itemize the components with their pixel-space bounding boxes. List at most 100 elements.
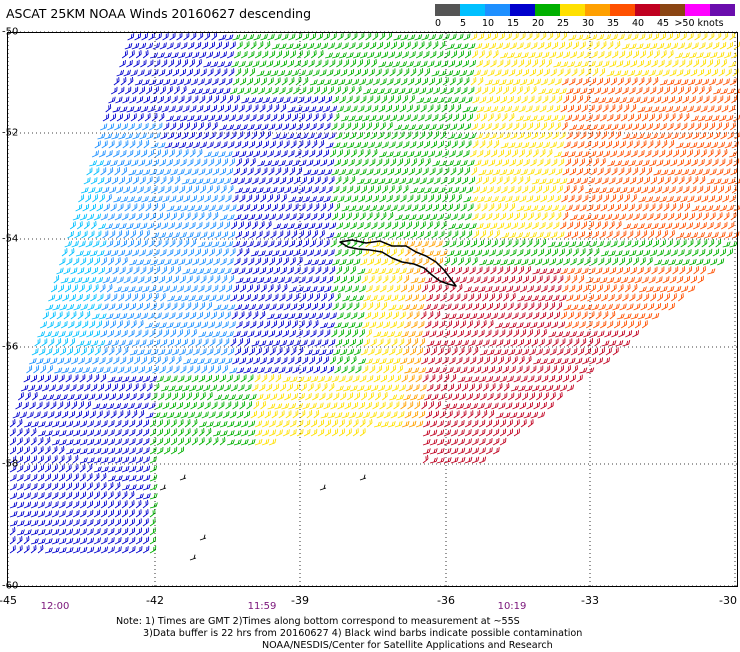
wind-barb <box>86 330 94 338</box>
wind-barb <box>648 113 655 122</box>
wind-barb <box>26 411 34 419</box>
wind-barb <box>722 241 731 248</box>
wind-barb <box>730 168 738 176</box>
wind-barb <box>107 429 115 437</box>
wind-barb <box>228 321 236 329</box>
wind-barb <box>223 384 231 392</box>
wind-barb <box>600 87 609 95</box>
wind-barb <box>491 239 498 248</box>
wind-barb <box>240 167 247 176</box>
wind-barb <box>474 86 482 95</box>
wind-barb <box>575 34 584 41</box>
wind-barb <box>22 401 29 410</box>
wind-barb <box>554 241 563 248</box>
wind-barb <box>152 86 159 95</box>
wind-barb <box>98 223 107 230</box>
wind-barb <box>289 257 296 266</box>
wind-barb <box>412 338 419 347</box>
wind-barb <box>403 114 411 122</box>
wind-barb <box>704 68 711 77</box>
wind-barb <box>562 168 570 176</box>
wind-barb <box>447 340 456 347</box>
wind-barb <box>528 348 537 356</box>
wind-barb <box>618 330 626 338</box>
wind-barb <box>275 257 282 266</box>
wind-barb <box>530 248 538 257</box>
wind-barb <box>517 222 525 230</box>
wind-barb <box>533 122 540 131</box>
wind-barb <box>509 412 518 419</box>
wind-barb <box>299 366 307 374</box>
wind-barb <box>635 249 644 257</box>
wind-barb <box>216 338 223 347</box>
wind-barb <box>44 492 52 500</box>
wind-barb <box>582 34 591 41</box>
wind-barb <box>421 194 428 203</box>
wind-barb <box>545 131 552 140</box>
wind-barb <box>728 105 736 113</box>
wind-barb <box>159 484 167 491</box>
wind-barb <box>392 151 401 158</box>
wind-barb <box>142 447 150 455</box>
wind-barb <box>100 330 108 338</box>
wind-barb <box>446 160 454 167</box>
wind-barb <box>504 266 511 275</box>
wind-barb <box>494 322 503 329</box>
wind-barb <box>220 185 227 194</box>
wind-barb <box>165 69 173 77</box>
wind-barb <box>168 105 176 113</box>
wind-barb <box>594 131 601 140</box>
wind-barb <box>286 293 293 302</box>
wind-barb <box>378 311 385 320</box>
wind-barb <box>86 213 95 221</box>
wind-barb <box>559 88 567 95</box>
wind-barb <box>98 266 105 275</box>
wind-barb <box>657 132 665 140</box>
wind-barb <box>546 105 554 113</box>
wind-barb <box>93 473 100 482</box>
wind-barb <box>286 133 295 140</box>
wind-barb <box>379 284 387 293</box>
wind-barb <box>514 348 523 356</box>
wind-barb <box>516 159 523 167</box>
wind-barb <box>279 293 286 302</box>
wind-barb <box>282 167 289 176</box>
wind-barb <box>727 178 736 185</box>
wind-barb <box>269 140 276 149</box>
wind-barb <box>547 285 555 293</box>
wind-barb <box>552 178 561 185</box>
wind-barb <box>179 68 186 77</box>
wind-barb <box>576 214 585 221</box>
wind-barb <box>179 321 188 329</box>
wind-barb <box>190 285 198 293</box>
wind-barb <box>183 195 191 203</box>
wind-barb <box>372 401 379 410</box>
wind-barb <box>598 303 606 311</box>
wind-barb <box>143 259 151 266</box>
wind-barb <box>204 241 213 248</box>
wind-barb <box>86 463 93 473</box>
wind-barb <box>481 410 488 419</box>
wind-barb-swath <box>9 32 740 561</box>
wind-barb <box>661 96 669 104</box>
wind-barb <box>335 222 344 230</box>
wind-barb <box>625 213 633 221</box>
wind-barb <box>230 87 238 95</box>
wind-barb <box>470 196 479 203</box>
wind-barb <box>590 330 598 338</box>
wind-barb <box>72 454 79 464</box>
wind-barb <box>318 186 326 194</box>
wind-barb <box>90 177 98 185</box>
wind-barb <box>237 87 245 95</box>
wind-barb <box>316 195 324 203</box>
wind-barb <box>587 177 595 185</box>
wind-barb <box>605 97 614 104</box>
wind-barb <box>379 358 387 365</box>
wind-barb <box>206 141 214 149</box>
wind-barb <box>587 87 595 95</box>
wind-barb <box>414 34 423 41</box>
wind-barb <box>107 546 115 554</box>
wind-barb <box>84 310 91 320</box>
wind-barb <box>255 97 264 104</box>
wind-barb <box>162 402 170 410</box>
